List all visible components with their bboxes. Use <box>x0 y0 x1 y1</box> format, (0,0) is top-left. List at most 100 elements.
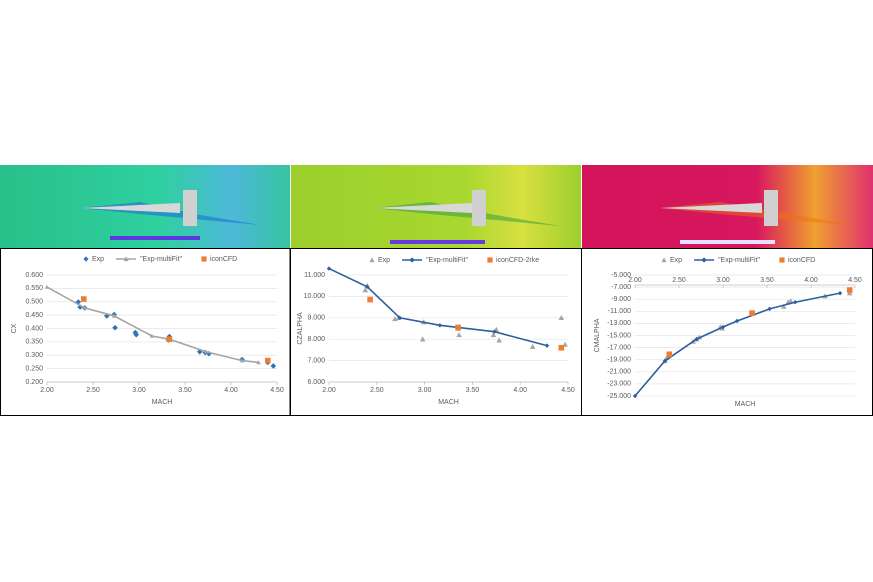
y-tick-label: -17.000 <box>607 344 631 351</box>
legend-label: Exp <box>378 257 390 264</box>
legend-marker <box>409 257 415 263</box>
y-tick-label: 0.450 <box>25 312 43 319</box>
data-point <box>558 344 565 351</box>
fin <box>472 190 486 226</box>
data-point <box>203 349 209 354</box>
data-point <box>455 324 461 331</box>
y-tick-label: 0.200 <box>25 379 43 386</box>
fin <box>764 190 778 226</box>
x-tick-label: 3.00 <box>132 387 146 394</box>
x-tick-label: 2.00 <box>322 387 336 394</box>
y-tick-label: 0.300 <box>25 352 43 359</box>
y-tick-label: -19.000 <box>607 357 631 364</box>
body <box>80 203 180 213</box>
data-point <box>787 298 794 304</box>
data-point <box>44 284 50 289</box>
data-point <box>362 287 369 293</box>
data-point <box>256 360 261 365</box>
data-point <box>492 329 497 334</box>
y-tick-label: -11.000 <box>608 308 631 315</box>
data-point <box>496 337 502 343</box>
data-point <box>206 350 212 357</box>
y-tick-label: -21.000 <box>607 369 631 376</box>
data-point <box>77 304 83 310</box>
x-tick-label: 4.50 <box>848 277 862 284</box>
x-tick-label: 2.50 <box>370 387 384 394</box>
data-point <box>111 313 117 318</box>
y-tick-label: -13.000 <box>607 320 631 327</box>
y-tick-label: 8.000 <box>307 336 325 343</box>
data-point <box>367 296 373 303</box>
body <box>660 203 762 213</box>
x-tick-label: 2.50 <box>86 387 100 394</box>
data-point <box>326 266 332 271</box>
y-tick-label: 0.400 <box>25 325 43 332</box>
x-tick-label: 3.00 <box>418 387 432 394</box>
data-point <box>270 363 277 369</box>
x-tick-label: 3.00 <box>716 277 730 284</box>
x-tick-label: 4.00 <box>513 387 527 394</box>
y-tick-label: 11.000 <box>304 272 325 279</box>
fin <box>183 190 197 226</box>
y-tick-label: -5.000 <box>611 272 631 279</box>
legend-label: iconCFD <box>788 257 815 264</box>
x-tick-label: 3.50 <box>466 387 480 394</box>
data-point <box>694 336 699 342</box>
legend-label: "Exp-multiFit" <box>140 256 182 263</box>
legend-marker <box>779 257 785 263</box>
data-point <box>792 300 798 305</box>
data-point <box>846 287 853 293</box>
data-point <box>419 336 426 342</box>
y-tick-label: 9.000 <box>307 315 325 322</box>
data-point <box>490 332 497 338</box>
data-point <box>544 343 550 348</box>
x-tick-label: 4.50 <box>561 387 575 394</box>
data-point <box>720 324 726 330</box>
colorbar <box>110 236 200 240</box>
y-tick-label: 0.500 <box>25 299 43 306</box>
y-tick-label: -7.000 <box>611 284 631 291</box>
y-axis-label: CX <box>11 323 18 333</box>
x-tick-label: 4.00 <box>804 277 818 284</box>
x-axis-label: MACH <box>438 399 459 406</box>
legend-marker <box>369 257 375 263</box>
data-point <box>112 324 118 331</box>
y-tick-label: -25.000 <box>607 393 631 400</box>
data-point <box>529 343 536 349</box>
data-point <box>666 351 673 358</box>
x-tick-label: 4.50 <box>270 387 284 394</box>
data-point <box>365 284 370 289</box>
legend-marker <box>701 257 707 263</box>
x-tick-label: 4.00 <box>224 387 238 394</box>
fit-line <box>46 286 259 364</box>
legend-marker <box>201 256 207 262</box>
y-tick-label: 7.000 <box>307 357 325 364</box>
legend-label: iconCFD <box>210 256 237 263</box>
y-tick-label: 0.550 <box>25 285 43 292</box>
data-point <box>456 332 462 338</box>
colorbar <box>680 240 775 244</box>
legend-label: Exp <box>670 257 682 264</box>
data-point <box>749 310 755 316</box>
legend-label: iconCFD-2rke <box>496 257 539 264</box>
y-tick-label: 0.600 <box>25 272 43 279</box>
data-point <box>558 315 565 321</box>
x-tick-label: 3.50 <box>760 277 774 284</box>
legend-marker <box>83 256 89 262</box>
data-point <box>734 318 740 324</box>
panel <box>581 248 873 416</box>
x-axis-label: MACH <box>152 399 173 406</box>
data-point <box>437 323 443 328</box>
x-axis-label: MACH <box>735 401 756 408</box>
y-tick-label: 10.000 <box>304 293 326 300</box>
y-tick-label: -23.000 <box>607 381 631 388</box>
legend-label: Exp <box>92 256 104 263</box>
data-point <box>166 336 173 342</box>
cfd-images <box>0 165 873 248</box>
legend-marker <box>661 257 667 263</box>
data-point <box>81 296 87 302</box>
legend-marker <box>123 256 129 262</box>
data-point <box>75 299 82 305</box>
